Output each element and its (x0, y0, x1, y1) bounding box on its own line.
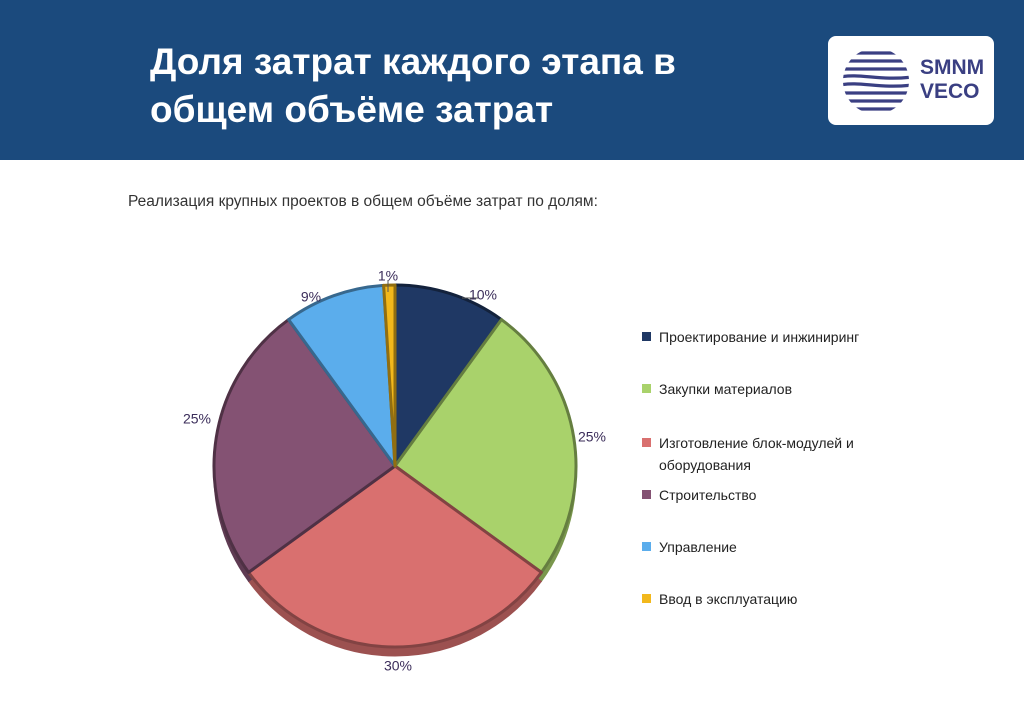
legend-swatch (642, 332, 651, 341)
logo-text-line1: SMNM (920, 56, 985, 79)
company-logo: SMNM VECO (826, 34, 996, 127)
legend-label: Ввод в эксплуатацию (659, 591, 798, 607)
legend-swatch (642, 594, 651, 603)
legend-swatch (642, 490, 651, 499)
chart-subtitle: Реализация крупных проектов в общем объё… (128, 193, 598, 210)
legend-label: Проектирование и инжиниринг (659, 329, 860, 345)
legend-item: Закупки материалов (642, 378, 892, 400)
legend-item: Ввод в эксплуатацию (642, 588, 892, 610)
legend-item: Управление (642, 536, 892, 558)
legend-swatch (642, 438, 651, 447)
logo-text-line2: VECO (920, 80, 980, 103)
legend-label: Строительство (659, 487, 757, 503)
data-label-3: 30% (384, 658, 412, 674)
legend-item: Строительство (642, 484, 892, 506)
data-label-1: 10% (469, 287, 497, 303)
pie-slice-5 (287, 283, 397, 468)
pie-slice-4 (212, 318, 397, 574)
legend-item: Изготовление блок-модулей и оборудования (642, 432, 892, 476)
logo-emblem-icon (843, 51, 909, 111)
data-label-5: 9% (301, 289, 321, 305)
data-label-4: 25% (183, 411, 211, 427)
slide-header: Доля затрат каждого этапа в общем объёме… (0, 0, 1024, 160)
legend-label: Управление (659, 539, 737, 555)
legend-swatch (642, 542, 651, 551)
data-label-2: 25% (578, 429, 606, 445)
legend-label: Закупки материалов (659, 381, 793, 397)
pie-slice-6 (382, 283, 397, 468)
legend-label: Изготовление блок-модулей и оборудования (659, 435, 854, 473)
pie-slice-3 (247, 464, 543, 649)
slide-title: Доля затрат каждого этапа в общем объёме… (150, 41, 676, 130)
pie-slice-2 (393, 318, 578, 574)
pie-slice-1 (393, 283, 503, 468)
data-label-6: 1% (378, 268, 398, 284)
legend-swatch (642, 384, 651, 393)
logo-text: SMNM VECO (920, 56, 984, 104)
legend-item: Проектирование и инжиниринг (642, 326, 892, 348)
